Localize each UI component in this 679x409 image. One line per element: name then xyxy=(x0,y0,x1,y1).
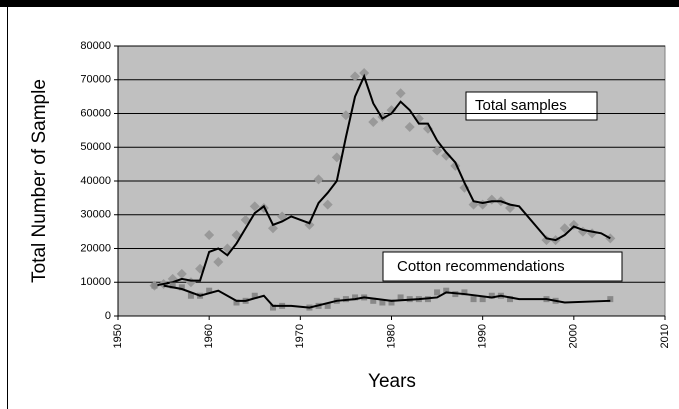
point xyxy=(313,174,324,185)
top-bar xyxy=(0,0,679,7)
y-tick-label: 30000 xyxy=(80,209,111,221)
point xyxy=(350,71,361,82)
y-tick-label: 10000 xyxy=(80,276,111,288)
line xyxy=(163,284,611,309)
x-tick-label: 1960 xyxy=(203,324,215,348)
point xyxy=(461,289,468,296)
y-tick-label: 0 xyxy=(105,310,111,322)
point xyxy=(269,304,276,311)
x-tick-label: 1980 xyxy=(385,324,397,348)
point xyxy=(206,287,213,294)
point xyxy=(187,292,194,299)
point xyxy=(322,199,333,210)
y-tick-label: 70000 xyxy=(80,74,111,86)
point xyxy=(324,302,331,309)
point xyxy=(397,294,404,301)
point xyxy=(404,122,415,132)
point xyxy=(479,296,486,303)
point xyxy=(459,182,470,193)
annotation-box xyxy=(465,91,598,121)
y-tick-label: 50000 xyxy=(80,141,111,153)
x-tick-label: 1950 xyxy=(112,324,124,348)
point xyxy=(488,292,495,299)
point xyxy=(359,68,370,78)
point xyxy=(178,284,185,291)
point xyxy=(233,299,240,306)
point xyxy=(331,152,342,163)
x-tick-label: 2000 xyxy=(568,324,580,348)
point xyxy=(441,150,452,161)
point xyxy=(395,88,406,99)
x-tick-label: 1970 xyxy=(294,324,306,348)
point xyxy=(169,282,176,289)
point xyxy=(340,110,351,121)
point xyxy=(386,105,397,116)
x-tick-label: 2010 xyxy=(659,324,671,348)
point xyxy=(607,296,614,303)
annotation-box xyxy=(382,251,623,282)
point xyxy=(370,297,377,304)
y-tick-label: 80000 xyxy=(80,40,111,52)
point xyxy=(151,282,158,289)
y-tick-label: 60000 xyxy=(80,107,111,119)
point xyxy=(388,299,395,306)
annotation: Cotton recommendations xyxy=(397,258,565,275)
point xyxy=(176,268,187,279)
x-tick-label: 1990 xyxy=(477,324,489,348)
point xyxy=(559,223,570,234)
point xyxy=(434,289,441,296)
y-tick-label: 20000 xyxy=(80,242,111,254)
point xyxy=(251,292,258,299)
point xyxy=(432,145,443,156)
point xyxy=(470,296,477,303)
line xyxy=(154,73,611,287)
x-axis-label: Years xyxy=(368,371,416,392)
point xyxy=(541,235,552,246)
point xyxy=(443,287,450,294)
point xyxy=(277,211,288,222)
point xyxy=(267,223,278,234)
point xyxy=(507,296,514,303)
point xyxy=(379,299,386,306)
point xyxy=(368,116,379,127)
y-tick-label: 40000 xyxy=(80,175,111,187)
point xyxy=(204,230,215,240)
point xyxy=(352,294,359,301)
point xyxy=(213,257,224,267)
y-axis-label: Total Number of Sample xyxy=(29,79,50,283)
point xyxy=(249,201,260,212)
annotation: Total samples xyxy=(475,97,567,114)
